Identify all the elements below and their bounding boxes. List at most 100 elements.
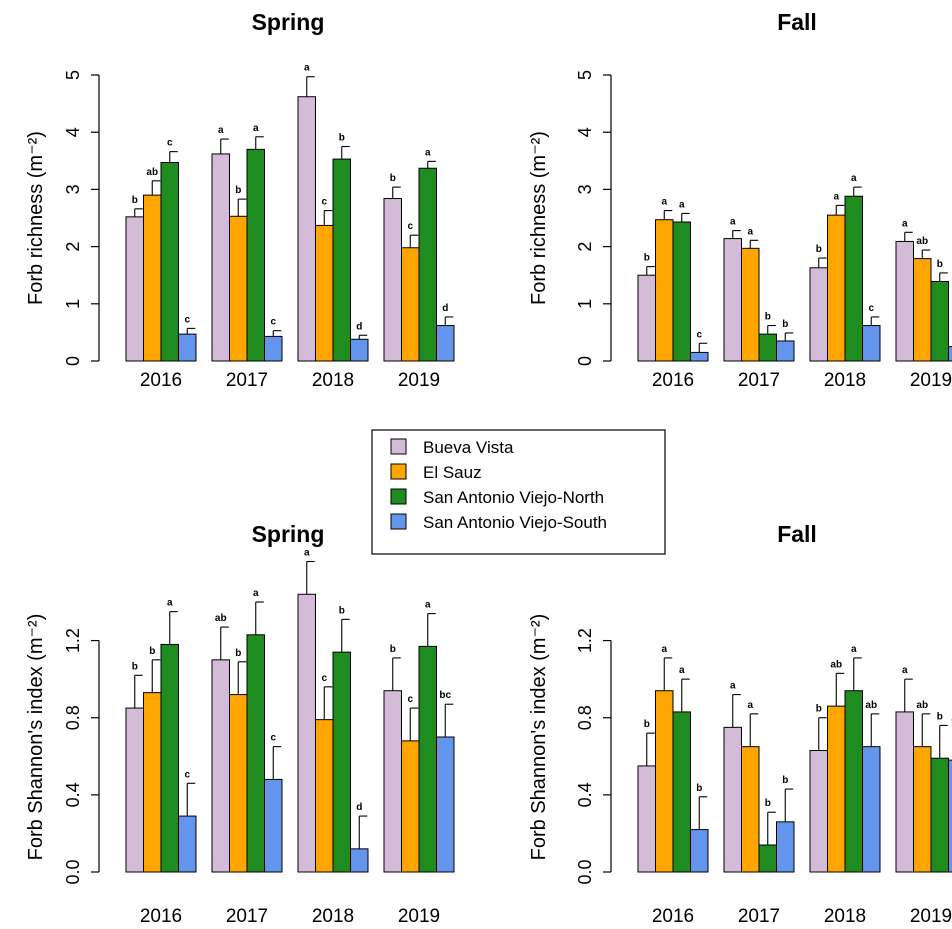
significance-label: a	[304, 63, 310, 74]
bar-2017-0	[723, 726, 742, 873]
bar-2016-1	[143, 194, 162, 362]
y-axis-label: Forb Shannon's index (m⁻²)	[528, 614, 550, 861]
bar-2016-0	[637, 765, 656, 873]
significance-label: b	[696, 783, 702, 794]
legend-swatch	[390, 513, 407, 530]
bar-2016-3	[178, 333, 197, 362]
x-tick-label: 2016	[140, 370, 182, 391]
y-axis-label: Forb richness (m⁻²)	[528, 131, 550, 305]
significance-label: ab	[215, 613, 227, 624]
significance-label: a	[661, 197, 667, 208]
significance-label: c	[167, 138, 173, 149]
bar-2018-1	[315, 719, 334, 873]
y-tick-label: 4	[63, 127, 83, 137]
y-tick-label: 5	[63, 70, 83, 80]
y-tick-label: 0.0	[63, 859, 83, 884]
bar-2018-3	[350, 848, 369, 873]
bar-2018-0	[297, 593, 316, 873]
significance-label: b	[235, 648, 241, 659]
significance-label: a	[425, 147, 431, 158]
bar-2019-0	[383, 690, 402, 873]
significance-label: b	[235, 185, 241, 196]
chart-panel-4: Fall Forb Shannon's index (m⁻²) 0.0 0.4 0.8 1…	[528, 521, 952, 927]
chart-title: Spring	[252, 9, 325, 35]
significance-label: b	[390, 173, 396, 184]
y-tick-label: 5	[575, 70, 595, 80]
bar-2017-0	[211, 659, 230, 873]
bar-2018-1	[827, 214, 846, 362]
bar-2017-0	[211, 153, 230, 362]
bar-2017-0	[723, 238, 742, 362]
y-tick-label: 0.8	[575, 705, 595, 730]
bar-2017-1	[741, 746, 760, 873]
significance-label: c	[184, 769, 190, 780]
bar-2019-0	[895, 711, 914, 873]
chart-panel-3: Spring Forb Shannon's index (m⁻²) 0.0 0.4 0.…	[25, 521, 455, 927]
bar-2019-1	[913, 746, 932, 873]
bar-2016-2	[160, 162, 179, 362]
y-tick-label: 1.2	[575, 628, 595, 653]
x-tick-label: 2016	[652, 370, 694, 391]
significance-label: c	[407, 694, 413, 705]
significance-label: c	[696, 329, 702, 340]
bar-2016-0	[125, 216, 144, 362]
legend-swatch	[390, 488, 407, 505]
bar-2019-1	[913, 258, 932, 362]
significance-label: bc	[439, 690, 451, 701]
y-tick-label: 4	[575, 127, 595, 137]
y-tick-label: 0.8	[63, 705, 83, 730]
x-tick-label: 2017	[226, 370, 268, 391]
significance-label: d	[356, 802, 362, 813]
bar-2019-1	[401, 740, 420, 873]
significance-label: b	[339, 605, 345, 616]
significance-label: b	[390, 644, 396, 655]
significance-label: ab	[916, 236, 928, 247]
bar-2017-3	[776, 340, 795, 362]
significance-label: b	[644, 719, 650, 730]
significance-label: ab	[916, 700, 928, 711]
bar-2019-0	[895, 240, 914, 362]
significance-label: c	[868, 303, 874, 314]
bar-2016-1	[655, 690, 674, 873]
x-tick-label: 2018	[824, 906, 866, 927]
significance-label: b	[816, 704, 822, 715]
legend-swatch	[390, 463, 407, 480]
legend-box	[371, 429, 666, 555]
bar-2017-3	[264, 335, 283, 362]
significance-label: a	[730, 681, 736, 692]
y-tick-label: 0.0	[575, 859, 595, 884]
x-tick-label: 2016	[140, 906, 182, 927]
significance-label: b	[816, 244, 822, 255]
significance-label: a	[902, 665, 908, 676]
significance-label: a	[851, 173, 857, 184]
significance-label: c	[321, 197, 327, 208]
bar-2016-3	[178, 815, 197, 873]
significance-label: b	[339, 133, 345, 144]
bar-2016-0	[125, 707, 144, 873]
significance-label: b	[132, 195, 138, 206]
significance-label: a	[679, 199, 685, 210]
significance-label: d	[442, 303, 448, 314]
bar-2017-1	[741, 247, 760, 362]
bar-2019-2	[418, 645, 437, 873]
bar-2018-2	[844, 195, 863, 362]
bar-2018-2	[332, 651, 351, 873]
significance-label: b	[765, 312, 771, 323]
y-tick-label: 1.2	[63, 628, 83, 653]
bar-2016-2	[672, 711, 691, 873]
bar-2017-2	[758, 844, 777, 873]
bar-2016-2	[160, 643, 179, 873]
significance-label: a	[851, 644, 857, 655]
x-tick-label: 2019	[398, 906, 440, 927]
y-tick-label: 1	[575, 299, 595, 309]
bar-2019-1	[401, 247, 420, 362]
significance-label: a	[425, 600, 431, 611]
chart-title: Fall	[777, 521, 817, 547]
bar-2017-1	[229, 215, 248, 362]
bar-2019-3	[436, 325, 455, 362]
significance-label: a	[167, 598, 173, 609]
x-tick-label: 2019	[910, 370, 952, 391]
bar-2019-2	[930, 757, 949, 873]
